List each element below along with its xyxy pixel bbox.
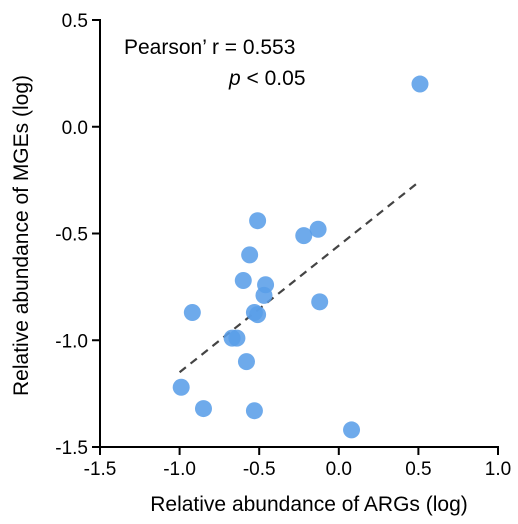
x-tick-label: 1.0 xyxy=(485,459,511,480)
data-point xyxy=(228,329,246,347)
data-point xyxy=(295,227,313,245)
x-tick-label: -1.0 xyxy=(163,459,196,480)
y-tick-label: -0.5 xyxy=(55,225,88,246)
y-axis-ticks: -1.5 -1.0 -0.5 0.0 0.5 xyxy=(55,11,100,459)
data-point xyxy=(241,246,259,264)
x-axis-ticks: -1.5 -1.0 -0.5 0.0 0.5 1.0 xyxy=(84,447,511,480)
data-point xyxy=(234,271,252,289)
pearson-annotation: Pearson’ r = 0.553 xyxy=(124,36,295,59)
data-point xyxy=(255,286,273,304)
data-points xyxy=(172,75,429,439)
data-point xyxy=(411,75,429,93)
data-point xyxy=(309,220,327,238)
x-tick-label: 0.0 xyxy=(326,459,352,480)
data-point xyxy=(311,293,329,311)
x-axis-title: Relative abundance of ARGs (log) xyxy=(150,493,468,516)
data-point xyxy=(249,212,267,230)
y-tick-label: 0.0 xyxy=(62,118,88,139)
p-value-annotation: p < 0.05 xyxy=(228,67,306,90)
p-symbol: p xyxy=(228,67,241,90)
y-tick-label: -1.5 xyxy=(55,438,88,459)
data-point xyxy=(249,306,267,324)
data-point xyxy=(172,378,190,396)
data-point xyxy=(183,303,201,321)
y-tick-label: -1.0 xyxy=(55,331,88,352)
y-axis-title: Relative abundance of MGEs (log) xyxy=(10,75,33,396)
data-point xyxy=(343,421,361,439)
y-tick-label: 0.5 xyxy=(62,11,88,32)
x-tick-label: -0.5 xyxy=(243,459,276,480)
data-point xyxy=(237,353,255,371)
p-value-rest: < 0.05 xyxy=(241,67,306,90)
trend-line xyxy=(178,181,420,374)
x-tick-label: -1.5 xyxy=(84,459,117,480)
data-point xyxy=(194,400,212,418)
x-tick-label: 0.5 xyxy=(405,459,431,480)
data-point xyxy=(245,402,263,420)
